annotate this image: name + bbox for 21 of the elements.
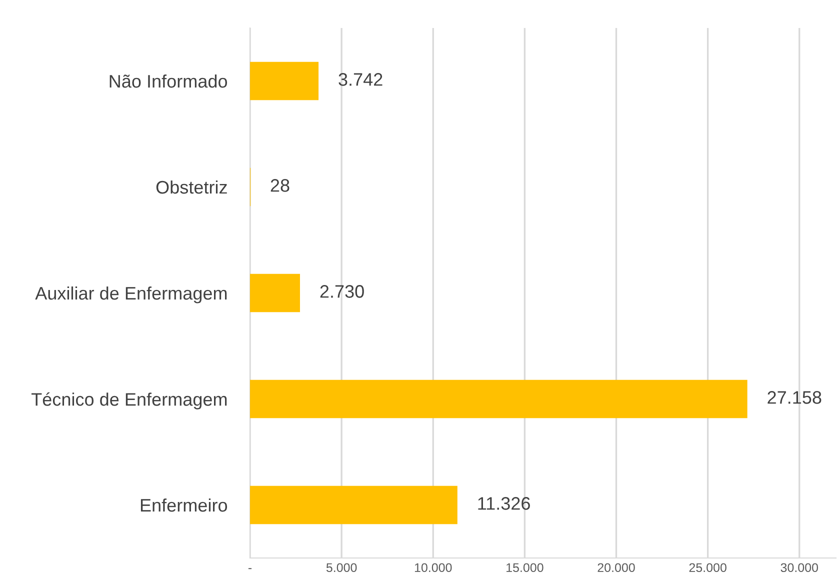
bar	[250, 274, 300, 312]
data-label: 27.158	[768, 391, 822, 404]
bar	[250, 486, 458, 524]
y-tick-label: Auxiliar de Enfermagem	[35, 286, 227, 304]
y-tick-label: Técnico de Enfermagem	[32, 392, 227, 410]
y-tick-label: Obstetriz	[156, 180, 227, 194]
y-tick-label: Não Informado	[110, 74, 228, 88]
x-tick-label: 20.000	[598, 563, 635, 572]
x-tick-label: 10.000	[414, 563, 452, 572]
x-tick-label: 15.000	[506, 563, 544, 572]
x-tick-label: 30.000	[780, 563, 818, 572]
x-tick-label: 5.000	[326, 563, 357, 572]
x-tick-label: 25.000	[689, 563, 726, 572]
data-label: 2.730	[320, 285, 364, 298]
data-label: 28	[270, 179, 290, 192]
data-label: 11.326	[478, 497, 530, 510]
x-tick-label: -	[248, 568, 252, 570]
bar	[250, 62, 319, 100]
y-tick-label: Enfermeiro	[140, 498, 228, 512]
bar	[250, 380, 748, 418]
data-label: 3.742	[338, 73, 382, 86]
